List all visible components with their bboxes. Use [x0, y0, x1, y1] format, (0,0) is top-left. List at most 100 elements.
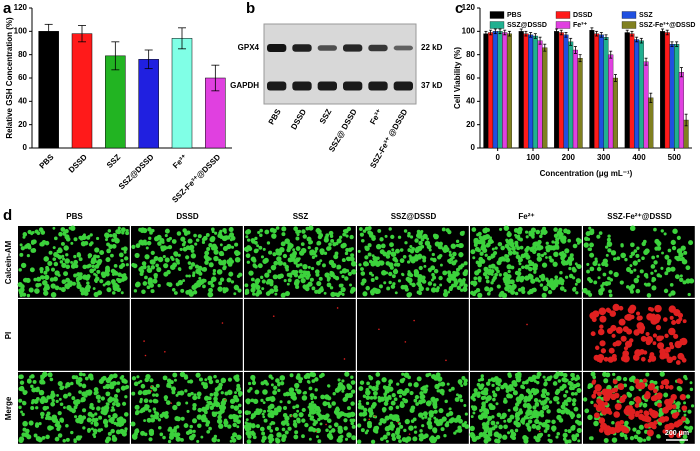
- cell-dot: [319, 248, 325, 254]
- cell-dot: [527, 290, 532, 295]
- cell-dot: [173, 432, 179, 438]
- cell-dot: [537, 245, 542, 251]
- cell-dot: [388, 280, 392, 285]
- cell-dot: [323, 291, 327, 295]
- cell-dot: [653, 420, 658, 425]
- cell-dot: [43, 270, 48, 275]
- cell-dot: [669, 283, 674, 287]
- cell-dot: [208, 287, 213, 293]
- cell-dot: [507, 431, 511, 435]
- cell-dot: [207, 396, 211, 400]
- cell-dot: [110, 382, 114, 387]
- cell-dot: [218, 414, 222, 418]
- cell-dot: [603, 393, 611, 401]
- cell-dot: [525, 422, 530, 428]
- bar: [594, 33, 600, 149]
- cell-dot: [534, 248, 538, 251]
- cell-dot: [185, 401, 189, 405]
- cell-dot: [350, 401, 355, 406]
- cell-dot: [629, 269, 634, 274]
- cell-dot: [464, 420, 468, 425]
- cell-dot: [265, 397, 270, 402]
- cell-dot: [196, 439, 200, 443]
- cell-dot: [509, 429, 514, 433]
- cell-dot: [134, 252, 140, 258]
- cell-dot: [167, 244, 173, 250]
- cell-dot: [504, 285, 510, 292]
- cell-dot: [347, 392, 354, 399]
- cell-dot: [606, 241, 611, 245]
- cell-dot: [39, 242, 44, 247]
- cell-dot: [428, 410, 433, 416]
- cell-dot: [645, 335, 654, 344]
- cell-dot: [28, 287, 34, 293]
- cell-dot: [27, 245, 32, 250]
- cell-dot: [640, 335, 647, 342]
- cell-dot: [607, 276, 611, 281]
- cell-dot: [688, 429, 692, 433]
- cell-dot: [407, 231, 411, 236]
- cell-dot: [111, 436, 118, 442]
- cell-dot: [73, 237, 78, 242]
- cell-dot: [590, 400, 594, 405]
- cell-dot: [530, 227, 537, 233]
- cell-dot: [432, 401, 438, 407]
- cell-dot: [453, 278, 458, 283]
- cell-dot: [409, 235, 414, 239]
- cell-dot: [576, 413, 581, 419]
- cell-dot: [512, 406, 519, 412]
- cell-dot: [261, 431, 266, 436]
- cell-dot: [421, 275, 426, 280]
- cell-dot: [675, 401, 681, 406]
- cell-dot: [371, 236, 376, 241]
- cell-dot: [78, 257, 83, 262]
- cell-dot: [32, 379, 37, 384]
- cell-dot: [296, 409, 300, 413]
- cell-dot: [603, 356, 609, 362]
- cell-dot: [504, 243, 510, 249]
- bar: [563, 34, 569, 149]
- cell-dot: [596, 234, 601, 239]
- cell-dot: [679, 393, 687, 401]
- cell-dot: [630, 242, 635, 248]
- cell-dot: [667, 248, 672, 253]
- cell-dot: [670, 290, 676, 296]
- cell-dot: [507, 231, 511, 235]
- cell-dot: [586, 290, 591, 295]
- cell-dot: [409, 244, 413, 249]
- cell-dot: [70, 381, 74, 386]
- cell-dot: [574, 282, 578, 286]
- cell-dot: [92, 428, 98, 434]
- cell-dot: [636, 275, 640, 279]
- cell-dot: [223, 259, 227, 263]
- cell-dot: [78, 418, 84, 424]
- panel-label: d: [3, 207, 12, 224]
- cell-dot: [683, 413, 687, 417]
- cell-dot: [675, 318, 681, 325]
- cell-dot: [256, 244, 260, 248]
- cell-dot: [364, 431, 368, 435]
- cell-dot: [478, 431, 484, 438]
- cell-dot: [157, 256, 164, 263]
- cell-dot: [123, 429, 128, 433]
- cell-dot: [272, 274, 278, 280]
- cell-dot: [244, 290, 250, 295]
- cell-dot: [104, 424, 108, 428]
- cell-dot: [651, 424, 657, 430]
- cell-dot: [525, 235, 529, 239]
- cell-dot: [149, 259, 155, 265]
- cell-dot: [26, 253, 30, 258]
- cell-dot: [652, 333, 658, 338]
- cell-dot: [646, 282, 651, 287]
- cell-dot: [304, 422, 309, 428]
- cell-dot: [411, 247, 415, 251]
- cell-dot: [483, 266, 488, 271]
- cell-dot: [344, 276, 349, 281]
- cell-dot: [193, 233, 197, 238]
- cell-dot: [292, 422, 298, 427]
- cell-dot: [571, 402, 576, 407]
- cell-dot: [144, 254, 150, 260]
- cell-dot: [576, 264, 580, 268]
- cell-dot: [20, 262, 27, 269]
- bar: [502, 32, 508, 149]
